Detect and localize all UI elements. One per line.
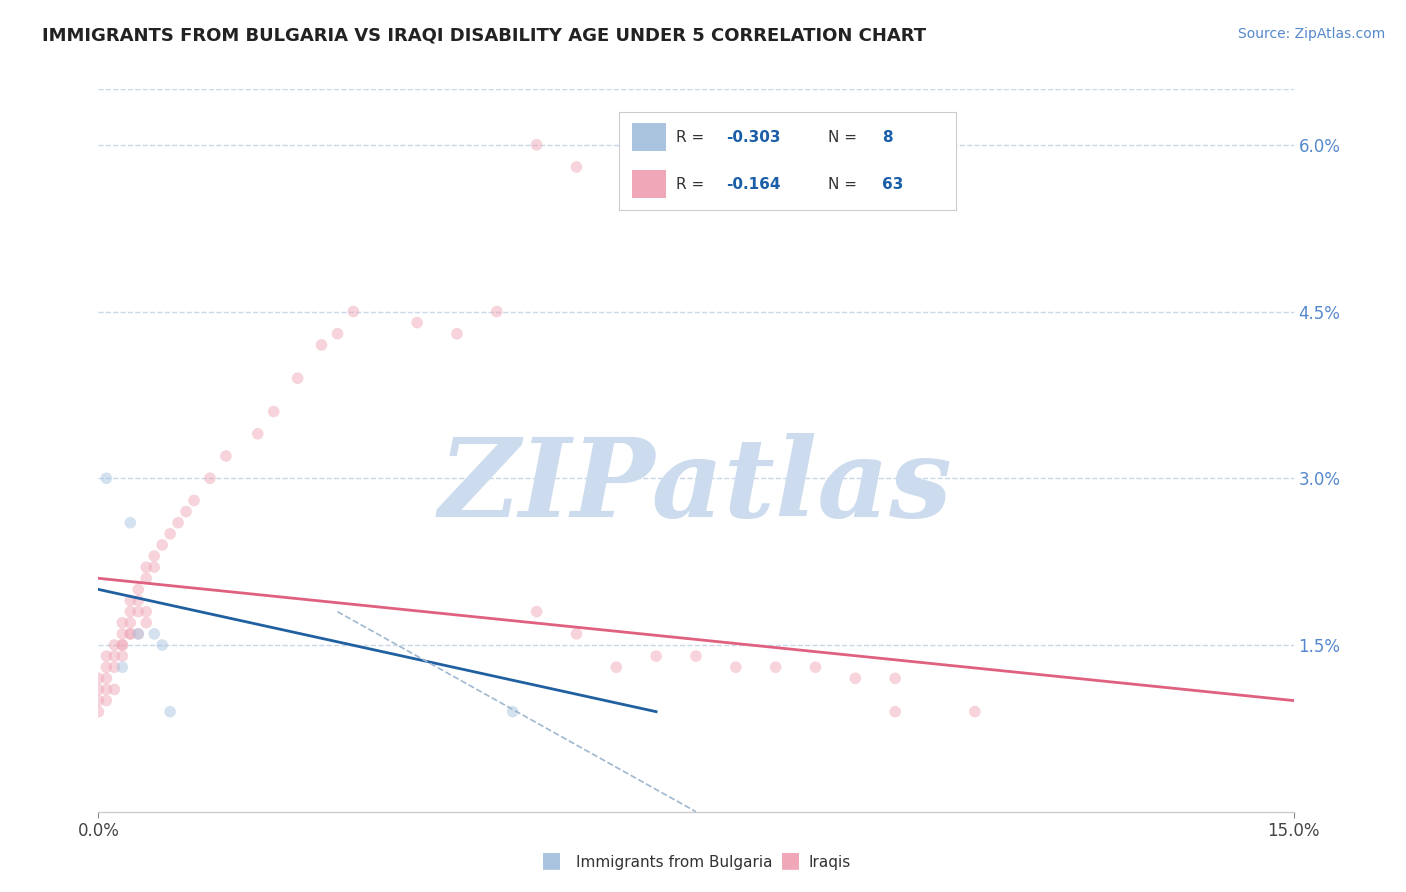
Point	[96, 660, 118, 674]
Point	[326, 326, 349, 341]
Point	[406, 316, 429, 330]
Text: -0.303: -0.303	[727, 129, 782, 145]
Point	[120, 627, 142, 641]
Bar	[633, 170, 666, 198]
Text: ZIPatlas: ZIPatlas	[439, 433, 953, 541]
Point	[87, 693, 110, 707]
Point	[135, 615, 157, 630]
Text: 63: 63	[882, 177, 903, 192]
Point	[645, 649, 668, 664]
Point	[103, 660, 125, 674]
Point	[135, 560, 157, 574]
Point	[143, 549, 166, 563]
Point	[127, 593, 149, 607]
Point	[502, 705, 524, 719]
Text: ■: ■	[780, 850, 801, 870]
Text: ■: ■	[541, 850, 562, 870]
Point	[287, 371, 309, 385]
Point	[174, 505, 197, 519]
Point	[884, 671, 907, 685]
Point	[120, 627, 142, 641]
Point	[120, 516, 142, 530]
Point	[120, 605, 142, 619]
Point	[87, 671, 110, 685]
Text: R =: R =	[676, 129, 704, 145]
Point	[526, 605, 548, 619]
Point	[111, 627, 134, 641]
Point	[103, 649, 125, 664]
Text: N =: N =	[828, 129, 856, 145]
Point	[159, 705, 181, 719]
Point	[127, 627, 149, 641]
Point	[127, 582, 149, 597]
Point	[143, 560, 166, 574]
Point	[127, 627, 149, 641]
Point	[215, 449, 238, 463]
Point	[150, 638, 173, 652]
Text: Immigrants from Bulgaria: Immigrants from Bulgaria	[576, 855, 773, 870]
Text: R =: R =	[676, 177, 704, 192]
Point	[565, 627, 588, 641]
Point	[111, 649, 134, 664]
Point	[135, 571, 157, 585]
Point	[844, 671, 866, 685]
Text: Source: ZipAtlas.com: Source: ZipAtlas.com	[1237, 27, 1385, 41]
Point	[804, 660, 827, 674]
Point	[135, 605, 157, 619]
Point	[159, 526, 181, 541]
Point	[342, 304, 364, 318]
Point	[485, 304, 508, 318]
Point	[96, 682, 118, 697]
Point	[87, 682, 110, 697]
Point	[103, 682, 125, 697]
Point	[103, 638, 125, 652]
Point	[127, 605, 149, 619]
Point	[96, 471, 118, 485]
Point	[198, 471, 221, 485]
Point	[120, 593, 142, 607]
Point	[685, 649, 707, 664]
Point	[724, 660, 747, 674]
Point	[96, 671, 118, 685]
Point	[963, 705, 986, 719]
Text: IMMIGRANTS FROM BULGARIA VS IRAQI DISABILITY AGE UNDER 5 CORRELATION CHART: IMMIGRANTS FROM BULGARIA VS IRAQI DISABI…	[42, 27, 927, 45]
Point	[246, 426, 269, 441]
Point	[111, 638, 134, 652]
Point	[143, 627, 166, 641]
Point	[120, 615, 142, 630]
Point	[87, 705, 110, 719]
Point	[311, 338, 333, 352]
Point	[765, 660, 787, 674]
Point	[111, 615, 134, 630]
Point	[526, 137, 548, 152]
Point	[884, 705, 907, 719]
Text: Iraqis: Iraqis	[808, 855, 851, 870]
Point	[263, 404, 285, 418]
Bar	[633, 123, 666, 151]
Point	[150, 538, 173, 552]
Point	[565, 160, 588, 174]
Point	[111, 660, 134, 674]
Point	[96, 693, 118, 707]
Point	[167, 516, 190, 530]
Point	[446, 326, 468, 341]
Text: 8: 8	[882, 129, 893, 145]
Point	[111, 638, 134, 652]
Text: N =: N =	[828, 177, 856, 192]
Point	[605, 660, 627, 674]
Point	[96, 649, 118, 664]
Text: -0.164: -0.164	[727, 177, 782, 192]
Point	[183, 493, 205, 508]
